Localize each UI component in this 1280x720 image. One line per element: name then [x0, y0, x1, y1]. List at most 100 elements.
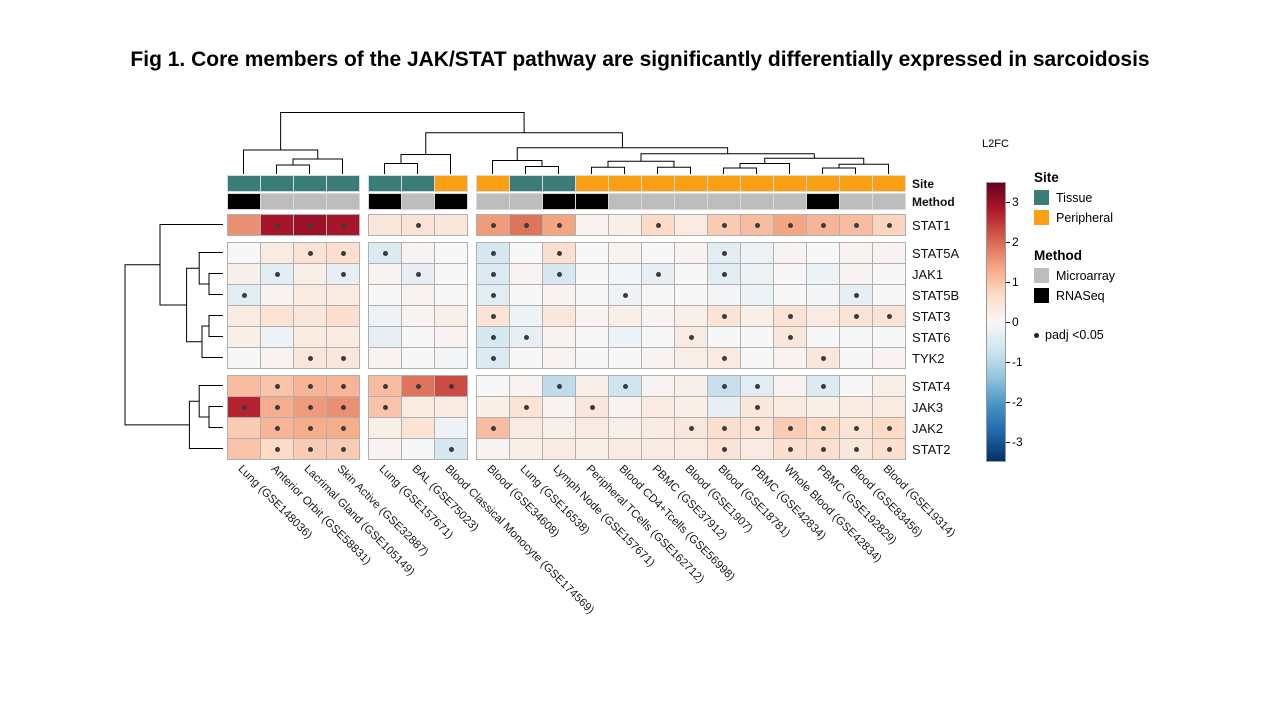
colorbar-tick [1006, 362, 1010, 363]
heatmap-cell [674, 396, 708, 418]
heatmap-cell [608, 417, 642, 439]
heatmap-cell [872, 347, 906, 369]
heatmap-cell [773, 417, 807, 439]
heatmap-cell [227, 242, 261, 264]
heatmap-cell [293, 263, 327, 285]
heatmap-cell [326, 347, 360, 369]
method-annotation-cell [773, 193, 807, 210]
heatmap-cell [509, 417, 543, 439]
site-annotation-cell [773, 175, 807, 192]
site-annotation-cell [872, 175, 906, 192]
heatmap-cell [773, 375, 807, 397]
legend-method-item-rnaseq: RNASeq [1034, 288, 1115, 303]
heatmap-cell [542, 284, 576, 306]
heatmap-cell [227, 284, 261, 306]
heatmap-cell [260, 396, 294, 418]
heatmap-cell [872, 417, 906, 439]
significance-dot-icon [340, 404, 346, 410]
legend-swatch-icon [1034, 210, 1049, 225]
heatmap-cell [260, 214, 294, 236]
heatmap-cell [401, 326, 435, 348]
legend-swatch-icon [1034, 268, 1049, 283]
heatmap-cell [293, 347, 327, 369]
colorbar-tick-label: -3 [1012, 435, 1023, 449]
heatmap-cell [260, 263, 294, 285]
significance-dot-icon [820, 425, 826, 431]
heatmap-cell [839, 438, 873, 460]
site-annotation-cell [707, 175, 741, 192]
heatmap-cell [368, 326, 402, 348]
significance-dot-icon [556, 250, 562, 256]
heatmap-cell [773, 284, 807, 306]
heatmap-cell [227, 214, 261, 236]
heatmap-cell [575, 375, 609, 397]
colorbar-tick [1006, 322, 1010, 323]
heatmap-cell [434, 263, 468, 285]
heatmap-cell [326, 326, 360, 348]
row-label-stat4: STAT4 [912, 378, 951, 394]
heatmap-cell [707, 375, 741, 397]
legend-swatch-icon [1034, 288, 1049, 303]
row-label-jak3: JAK3 [912, 399, 944, 415]
heatmap-cell [773, 326, 807, 348]
dendrogram-branch [124, 264, 190, 426]
heatmap-cell [260, 375, 294, 397]
heatmap-cell [806, 284, 840, 306]
heatmap-cell [839, 242, 873, 264]
heatmap-cell [434, 438, 468, 460]
heatmap-cell [368, 438, 402, 460]
heatmap-cell [641, 326, 675, 348]
heatmap-cell [674, 284, 708, 306]
significance-dot-icon [853, 222, 859, 228]
heatmap-cell [368, 375, 402, 397]
row-label-stat6: STAT6 [912, 329, 951, 345]
significance-dot-icon [787, 334, 793, 340]
legend-site-item-tissue: Tissue [1034, 190, 1113, 205]
heatmap-cell [740, 214, 774, 236]
heatmap-cell [839, 326, 873, 348]
significance-dot-icon [589, 404, 595, 410]
heatmap-cell [509, 263, 543, 285]
significance-dot-icon [340, 425, 346, 431]
significance-dot-icon [721, 355, 727, 361]
significance-dot-icon [340, 355, 346, 361]
heatmap-cell [509, 242, 543, 264]
row-label-stat5a: STAT5A [912, 245, 960, 261]
heatmap-cell [575, 263, 609, 285]
site-annotation-cell [641, 175, 675, 192]
method-annotation-cell [293, 193, 327, 210]
heatmap-cell [293, 284, 327, 306]
significance-dot-icon [886, 313, 892, 319]
colorbar-tick [1006, 202, 1010, 203]
colorbar-title: L2FC [982, 138, 1009, 150]
heatmap-cell [260, 417, 294, 439]
dendrogram-branch [208, 406, 223, 428]
heatmap-cell [641, 284, 675, 306]
heatmap-cell [806, 263, 840, 285]
heatmap-cell [368, 214, 402, 236]
method-annotation-cell [227, 193, 261, 210]
method-annotation-cell [674, 193, 708, 210]
site-annotation-cell [227, 175, 261, 192]
site-annotation-cell [740, 175, 774, 192]
heatmap-cell [434, 214, 468, 236]
significance-dot-icon [241, 292, 247, 298]
heatmap-cell [509, 305, 543, 327]
dendrogram-branch [384, 163, 418, 174]
heatmap-cell [434, 347, 468, 369]
heatmap-cell [401, 438, 435, 460]
site-annotation-label: Site [912, 177, 935, 191]
significance-dot-icon [787, 222, 793, 228]
legend-label: Peripheral [1056, 210, 1113, 225]
colorbar-tick [1006, 402, 1010, 403]
heatmap-cell [641, 305, 675, 327]
heatmap-cell [401, 417, 435, 439]
heatmap-cell [872, 242, 906, 264]
significance-dot-icon [721, 250, 727, 256]
significance-dot-icon [448, 446, 454, 452]
heatmap-cell [542, 396, 576, 418]
significance-dot-icon [490, 292, 496, 298]
heatmap-cell [509, 326, 543, 348]
site-annotation-cell [260, 175, 294, 192]
heatmap-cell [227, 263, 261, 285]
